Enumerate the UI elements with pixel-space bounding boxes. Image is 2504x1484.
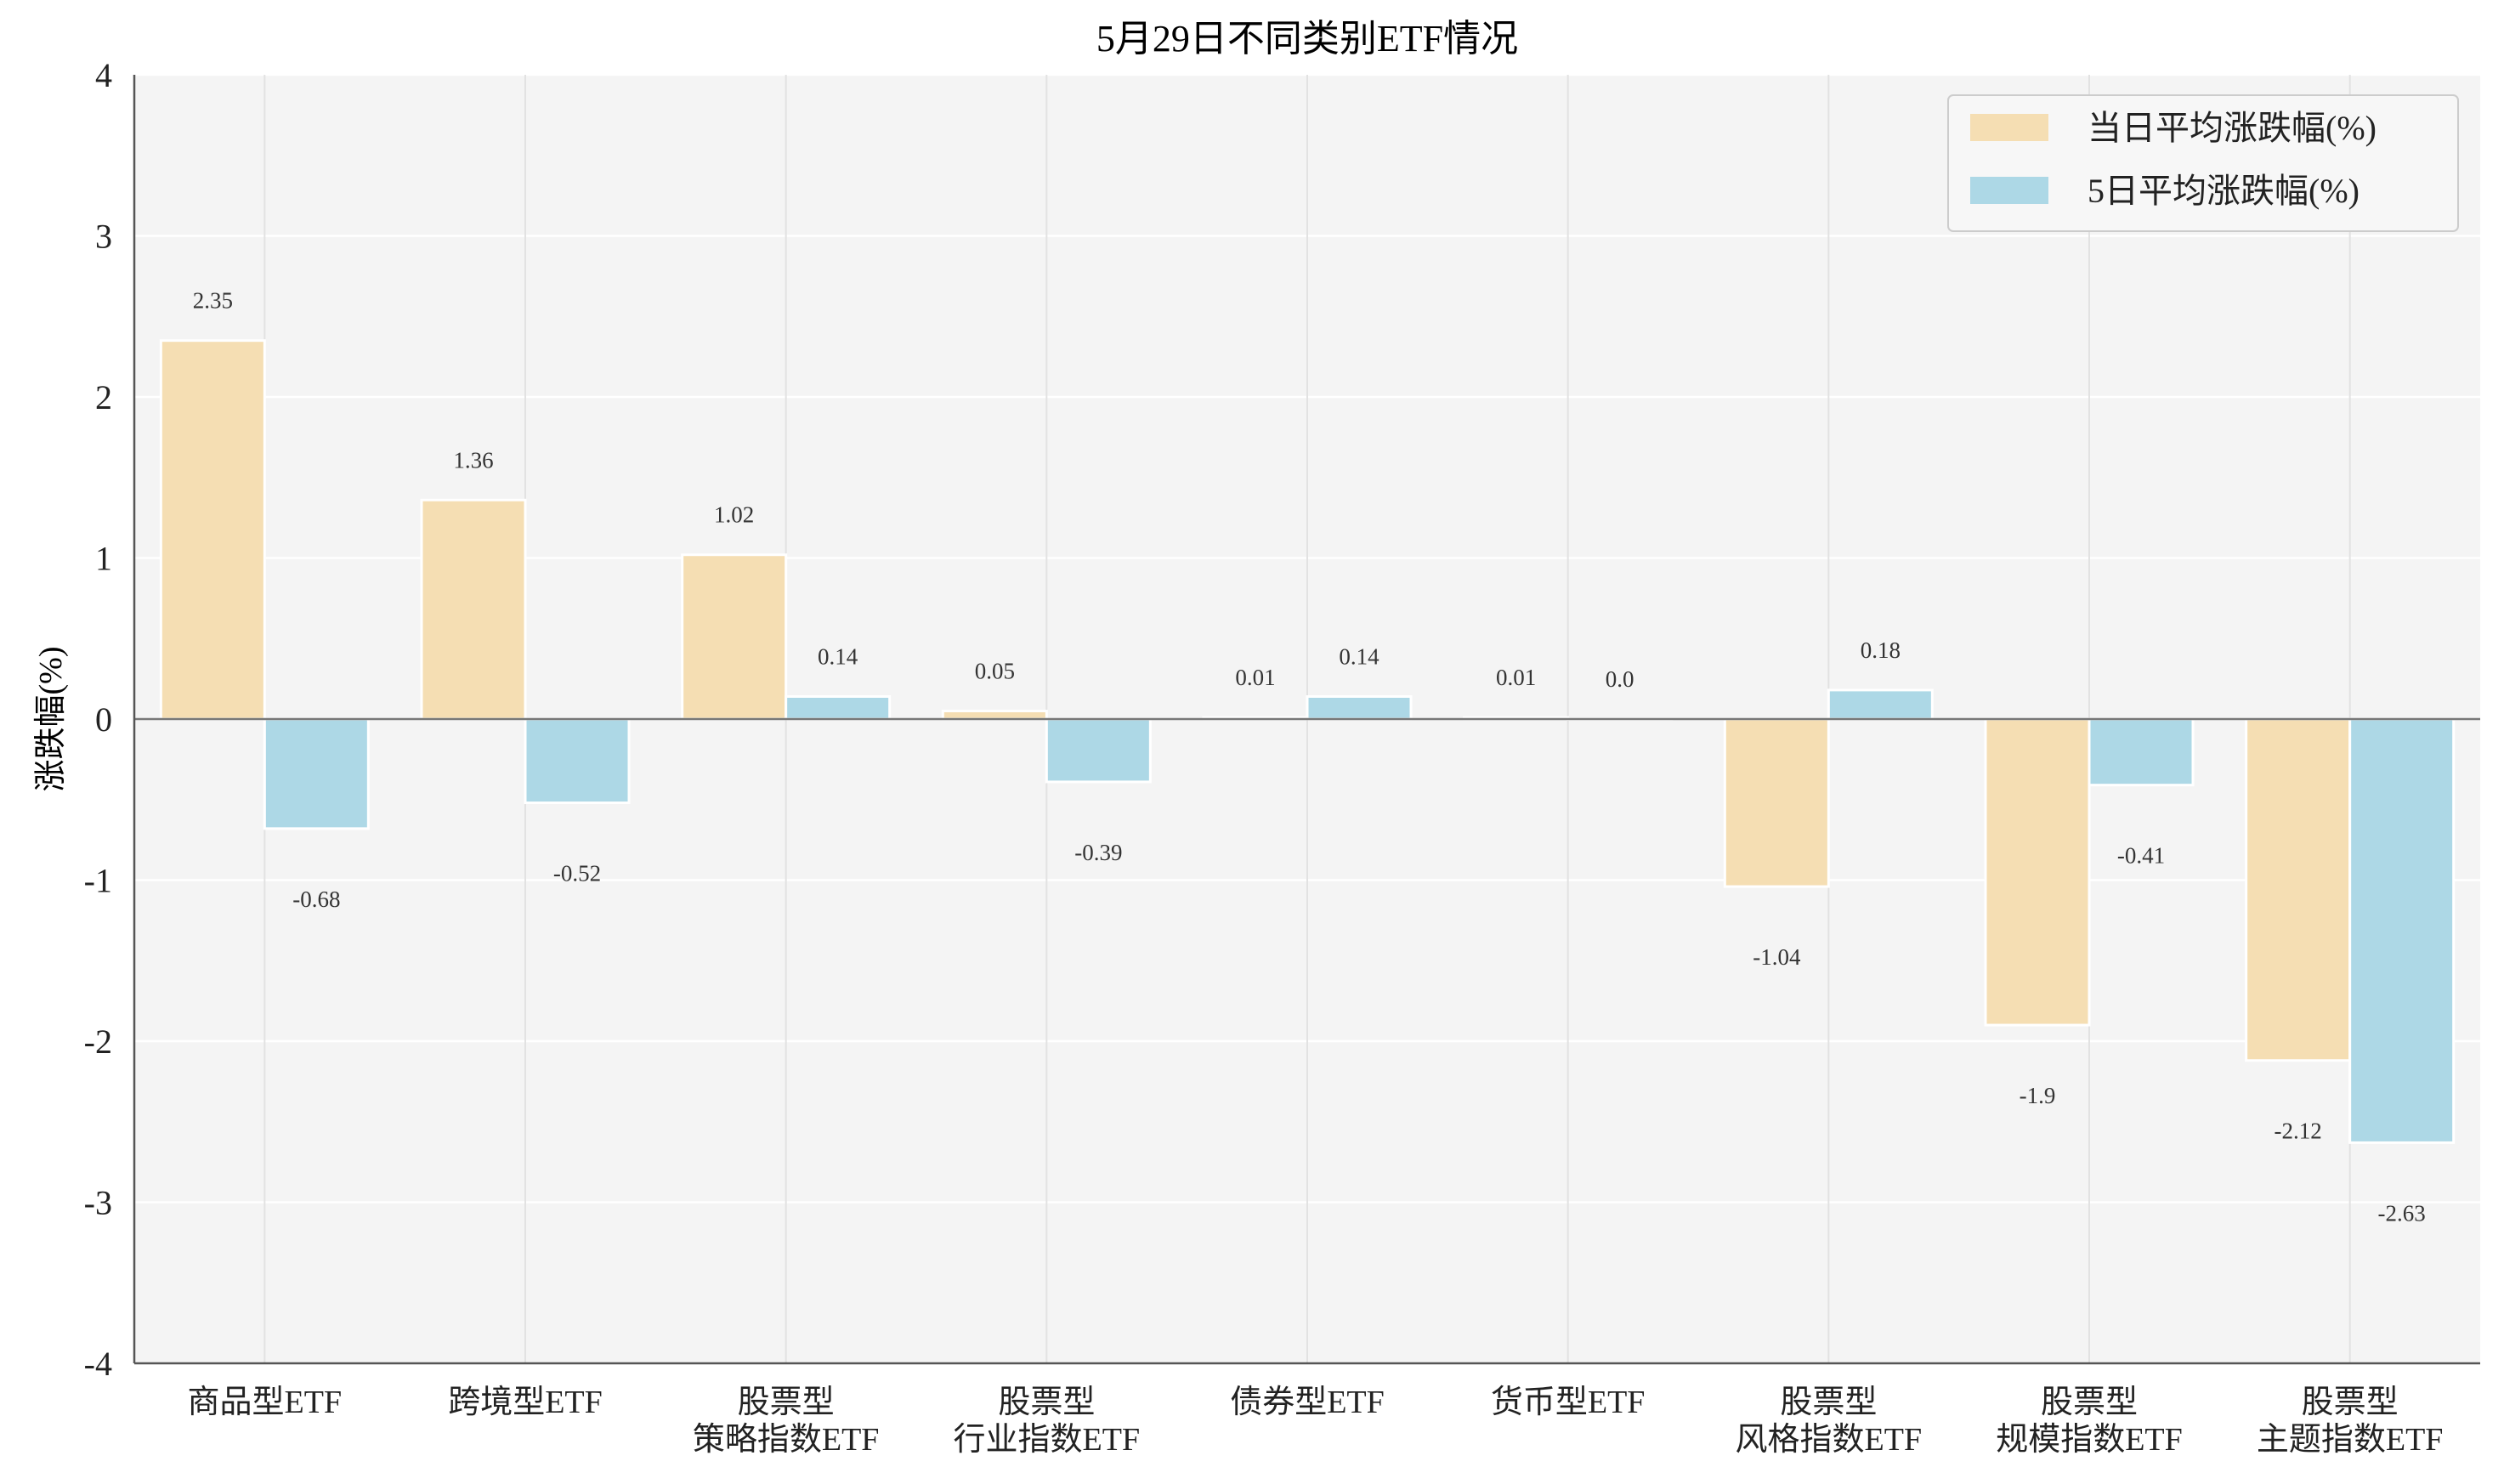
- chart-title: 5月29日不同类别ETF情况: [1096, 18, 1518, 59]
- data-label: -0.52: [553, 861, 601, 886]
- bar-5day-8: [2348, 717, 2456, 1144]
- y-tick-label: 4: [95, 56, 112, 94]
- data-label: -0.68: [292, 886, 340, 912]
- legend-label-5day: 5日平均涨跌幅(%): [2088, 172, 2360, 210]
- legend-box: [1947, 94, 2459, 232]
- data-label: 0.01: [1235, 665, 1275, 690]
- data-label: -1.04: [1753, 944, 1801, 970]
- bar-today-7: [1984, 717, 2091, 1027]
- x-tick-label: 跨境型ETF: [448, 1385, 603, 1420]
- x-tick-label: 主题指数ETF: [2257, 1422, 2444, 1458]
- x-tick-label: 债券型ETF: [1230, 1385, 1385, 1420]
- x-tick-label: 股票型: [2041, 1385, 2138, 1420]
- bar-5day-2: [785, 694, 892, 721]
- bar-5day-7: [2088, 717, 2195, 787]
- y-tick-label: -2: [84, 1022, 112, 1061]
- data-label: 0.14: [1339, 643, 1379, 669]
- bars: [159, 339, 2456, 1144]
- bar-today-8: [2245, 717, 2352, 1062]
- y-tick-label: 1: [95, 540, 112, 578]
- bar-today-1: [420, 498, 527, 721]
- data-label: -0.41: [2117, 843, 2165, 869]
- bar-today-3: [941, 710, 1048, 721]
- data-label: 0.18: [1861, 637, 1901, 663]
- x-tick-label: 商品型ETF: [188, 1385, 343, 1420]
- data-label: 1.02: [714, 502, 754, 528]
- data-label: -0.39: [1074, 840, 1122, 865]
- bar-today-2: [681, 553, 788, 721]
- legend-swatch-5day: [1970, 177, 2048, 204]
- data-labels: 2.35 1.36 1.02 0.05 0.01 0.01 -1.04 -1.9 -2.12 -0…: [193, 288, 2426, 1226]
- legend: 当日平均涨跌幅(%) 5日平均涨跌幅(%): [1947, 94, 2459, 232]
- bar-5day-6: [1827, 688, 1934, 721]
- data-label: 0.0: [1606, 666, 1634, 692]
- bar-5day-0: [263, 717, 370, 830]
- data-label: -2.12: [2275, 1119, 2322, 1144]
- y-tick-label: -4: [84, 1345, 112, 1383]
- data-label: 1.36: [453, 447, 493, 473]
- legend-swatch-today: [1970, 114, 2048, 141]
- data-label: 0.01: [1496, 665, 1536, 690]
- data-label: 2.35: [193, 288, 233, 314]
- x-tick-label: 策略指数ETF: [693, 1422, 880, 1458]
- y-tick-label: 2: [95, 378, 112, 416]
- legend-label-today: 当日平均涨跌幅(%): [2088, 109, 2377, 147]
- x-tick-label: 规模指数ETF: [1996, 1422, 2183, 1458]
- bar-5day-3: [1045, 717, 1152, 784]
- bar-today-6: [1723, 717, 1830, 888]
- x-tick-label: 货币型ETF: [1491, 1385, 1646, 1420]
- y-axis-label: 涨跌幅(%): [33, 647, 69, 792]
- y-tick-label: -1: [84, 862, 112, 900]
- bar-today-0: [159, 339, 266, 721]
- data-label: -2.63: [2378, 1200, 2426, 1226]
- axes: [133, 75, 2480, 1365]
- x-tick-label: 股票型: [2302, 1385, 2399, 1420]
- x-tick-label: 股票型: [1780, 1385, 1877, 1420]
- y-tick-label: 3: [95, 218, 112, 256]
- x-tick-label: 股票型: [738, 1385, 835, 1420]
- bar-5day-4: [1306, 694, 1413, 721]
- data-label: 0.14: [818, 643, 858, 669]
- data-label: -1.9: [2020, 1083, 2056, 1108]
- x-tick-label: 股票型: [998, 1385, 1095, 1420]
- x-tick-label: 行业指数ETF: [954, 1422, 1141, 1458]
- y-tick-labels: 4 3 2 1 0 -1 -2 -3 -4: [84, 56, 112, 1383]
- x-tick-label: 风格指数ETF: [1736, 1422, 1923, 1458]
- y-tick-label: -3: [84, 1184, 112, 1222]
- bar-5day-1: [524, 717, 631, 805]
- data-label: 0.05: [975, 659, 1015, 684]
- y-tick-label: 0: [95, 700, 112, 739]
